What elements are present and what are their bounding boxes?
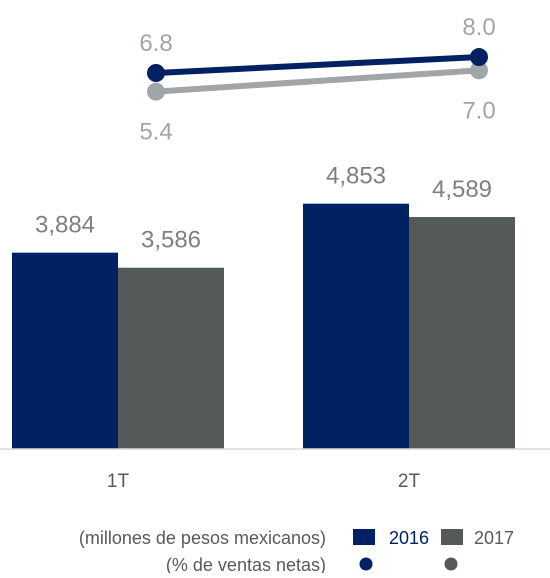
legend-marker-2016 bbox=[359, 557, 373, 571]
legend-marker-2017 bbox=[444, 557, 458, 571]
line-point-2016-2T bbox=[470, 48, 488, 67]
line-value-label-2017-1T: 5.4 bbox=[139, 119, 172, 146]
line-unit-label: (% de ventas netas) bbox=[166, 555, 326, 573]
lines-layer bbox=[147, 48, 488, 101]
bar-2016-2T bbox=[303, 203, 409, 449]
legend-label-2017: 2017 bbox=[474, 528, 514, 548]
bar-2016-1T bbox=[12, 252, 118, 449]
bar-2017-2T bbox=[409, 217, 515, 449]
bar-unit-label: (millones de pesos mexicanos) bbox=[79, 528, 326, 548]
bar-2017-1T bbox=[118, 267, 224, 449]
line-series-2016 bbox=[155, 54, 480, 76]
line-point-2017-2T bbox=[470, 61, 488, 80]
legend: (millones de pesos mexicanos) (% de vent… bbox=[79, 528, 514, 575]
category-tick-1T: 1T bbox=[107, 471, 130, 492]
bar-value-label-2017-1T: 3,586 bbox=[141, 227, 201, 254]
bar-value-label-2017-2T: 4,589 bbox=[432, 176, 492, 203]
bar-value-label-2016-2T: 4,853 bbox=[326, 163, 386, 190]
line-value-label-2017-2T: 7.0 bbox=[462, 97, 495, 124]
legend-swatch-2016 bbox=[353, 529, 375, 545]
legend-swatch-2017 bbox=[441, 529, 463, 545]
line-point-2017-1T bbox=[147, 82, 165, 101]
line-value-label-2016-1T: 6.8 bbox=[139, 30, 172, 57]
legend-label-2016: 2016 bbox=[389, 528, 429, 548]
value-labels: 3,884 4,853 3,586 4,589 6.8 8.0 5.4 7.0 bbox=[35, 14, 496, 254]
line-series-2017 bbox=[155, 67, 480, 95]
line-point-2016-1T bbox=[147, 64, 165, 82]
category-ticks: 1T 2T bbox=[107, 471, 421, 492]
bar-value-label-2016-1T: 3,884 bbox=[35, 212, 95, 239]
category-tick-2T: 2T bbox=[398, 471, 421, 492]
bars-layer bbox=[12, 203, 515, 449]
line-value-label-2016-2T: 8.0 bbox=[462, 14, 495, 41]
